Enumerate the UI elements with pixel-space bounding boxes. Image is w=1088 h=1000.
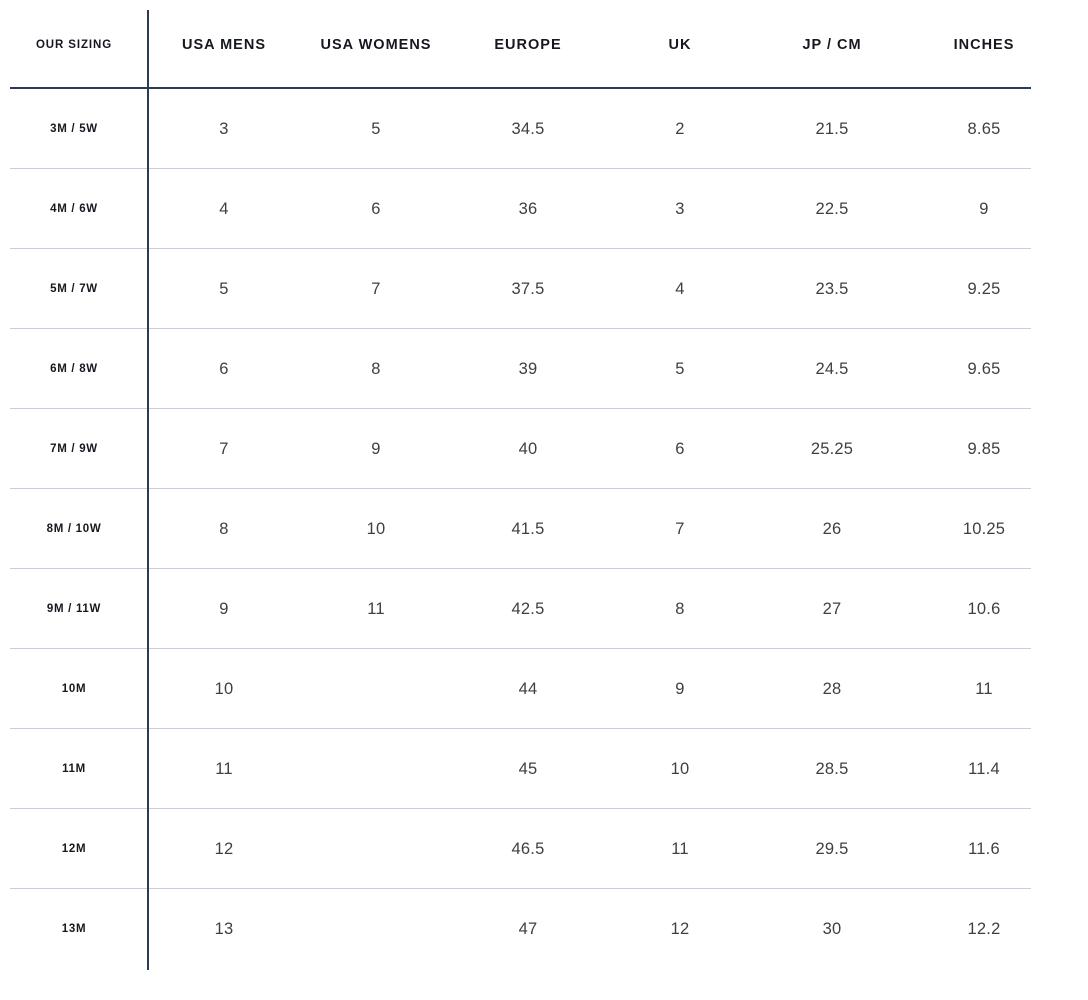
- column-header-our-sizing: OUR SIZING: [35, 38, 113, 51]
- size-value: [300, 809, 452, 889]
- size-value: 9: [979, 199, 989, 218]
- size-value: 30: [822, 919, 842, 938]
- size-value: 9: [371, 439, 381, 458]
- column-header-uk: UK: [668, 36, 692, 53]
- row-size-label: 10M: [61, 683, 87, 695]
- size-value: 39: [518, 359, 538, 378]
- size-value: 45: [518, 759, 538, 778]
- size-value: 42.5: [511, 599, 545, 618]
- size-value: 7: [675, 519, 685, 538]
- size-value: 7: [219, 439, 229, 458]
- size-value: 28: [822, 679, 842, 698]
- size-value: 26: [822, 519, 842, 538]
- size-value: [300, 729, 452, 809]
- size-value: 6: [219, 359, 229, 378]
- table-body: 3M / 5W 3 5 34.5 2 21.5 8.65 4M / 6W 4 6 36 3 22.5 9 5…: [0, 89, 1060, 969]
- size-value: 5: [371, 119, 381, 138]
- size-value: 5: [675, 359, 685, 378]
- size-value: 11.6: [968, 839, 1000, 858]
- size-value: 11: [367, 599, 385, 618]
- size-value: 12: [670, 919, 690, 938]
- size-value: 23.5: [815, 279, 849, 298]
- table-row: 9M / 11W 9 11 42.5 8 27 10.6: [0, 569, 1060, 649]
- size-value: 47: [518, 919, 538, 938]
- size-value: 9.85: [967, 439, 1001, 458]
- size-value: 21.5: [815, 119, 849, 138]
- size-value: 11: [215, 759, 233, 778]
- table-row: 6M / 8W 6 8 39 5 24.5 9.65: [0, 329, 1060, 409]
- size-value: 29.5: [815, 839, 849, 858]
- size-value: 4: [675, 279, 685, 298]
- table-row: 10M 10 44 9 28 11: [0, 649, 1060, 729]
- table-row: 3M / 5W 3 5 34.5 2 21.5 8.65: [0, 89, 1060, 169]
- size-value: 24.5: [815, 359, 849, 378]
- column-header-usa-mens: USA MENS: [182, 36, 266, 53]
- size-value: 10: [366, 519, 386, 538]
- table-row: 8M / 10W 8 10 41.5 7 26 10.25: [0, 489, 1060, 569]
- size-value: 6: [371, 199, 381, 218]
- table-row: 12M 12 46.5 11 29.5 11.6: [0, 809, 1060, 889]
- size-value: 46.5: [511, 839, 545, 858]
- size-value: 9: [675, 679, 685, 698]
- size-value: 10: [670, 759, 690, 778]
- row-size-label: 13M: [61, 923, 87, 935]
- size-value: 27: [822, 599, 842, 618]
- size-value: 11: [975, 679, 993, 698]
- size-value: 34.5: [511, 119, 545, 138]
- size-value: 12: [214, 839, 234, 858]
- row-size-label: 5M / 7W: [50, 283, 98, 295]
- size-value: 11.4: [968, 759, 1000, 778]
- row-size-label: 11M: [62, 763, 86, 775]
- size-value: [300, 889, 452, 969]
- table-row: 5M / 7W 5 7 37.5 4 23.5 9.25: [0, 249, 1060, 329]
- size-value: 41.5: [511, 519, 545, 538]
- size-value: 9: [219, 599, 229, 618]
- size-value: 10: [214, 679, 234, 698]
- size-value: 8: [219, 519, 229, 538]
- size-value: 22.5: [815, 199, 849, 218]
- row-size-label: 12M: [61, 843, 87, 855]
- column-header-jp-cm: JP / CM: [802, 36, 862, 53]
- size-value: 8: [371, 359, 381, 378]
- size-value: 5: [219, 279, 229, 298]
- size-value: 7: [371, 279, 381, 298]
- table-header-row: OUR SIZING USA MENS USA WOMENS EUROPE UK…: [0, 0, 1060, 89]
- column-header-usa-womens: USA WOMENS: [320, 36, 432, 53]
- row-size-label: 8M / 10W: [46, 523, 102, 535]
- size-value: 4: [219, 199, 229, 218]
- table-row: 7M / 9W 7 9 40 6 25.25 9.85: [0, 409, 1060, 489]
- size-value: 28.5: [815, 759, 849, 778]
- column-header-europe: EUROPE: [494, 36, 562, 53]
- table-row: 13M 13 47 12 30 12.2: [0, 889, 1060, 969]
- size-value: 13: [214, 919, 234, 938]
- column-header-inches: INCHES: [953, 36, 1015, 53]
- row-size-label: 6M / 8W: [50, 363, 98, 375]
- row-size-label: 3M / 5W: [50, 123, 98, 135]
- size-value: 36: [518, 199, 538, 218]
- size-chart-table: OUR SIZING USA MENS USA WOMENS EUROPE UK…: [0, 0, 1060, 970]
- size-value: 10.6: [967, 599, 1001, 618]
- size-value: 8.65: [967, 119, 1001, 138]
- size-value: 8: [675, 599, 685, 618]
- size-value: [300, 649, 452, 729]
- size-value: 44: [518, 679, 538, 698]
- row-size-label: 7M / 9W: [50, 443, 98, 455]
- size-value: 10.25: [962, 519, 1006, 538]
- size-value: 3: [675, 199, 685, 218]
- size-value: 3: [219, 119, 229, 138]
- size-value: 12.2: [967, 919, 1001, 938]
- size-value: 11: [671, 839, 689, 858]
- size-value: 2: [675, 119, 685, 138]
- table-row: 4M / 6W 4 6 36 3 22.5 9: [0, 169, 1060, 249]
- size-value: 37.5: [511, 279, 545, 298]
- size-value: 40: [518, 439, 538, 458]
- size-value: 6: [675, 439, 685, 458]
- size-value: 25.25: [810, 439, 854, 458]
- size-value: 9.65: [967, 359, 1001, 378]
- size-value: 9.25: [967, 279, 1001, 298]
- row-size-label: 4M / 6W: [50, 203, 98, 215]
- vertical-divider-line: [146, 10, 149, 970]
- row-size-label: 9M / 11W: [46, 603, 102, 615]
- table-row: 11M 11 45 10 28.5 11.4: [0, 729, 1060, 809]
